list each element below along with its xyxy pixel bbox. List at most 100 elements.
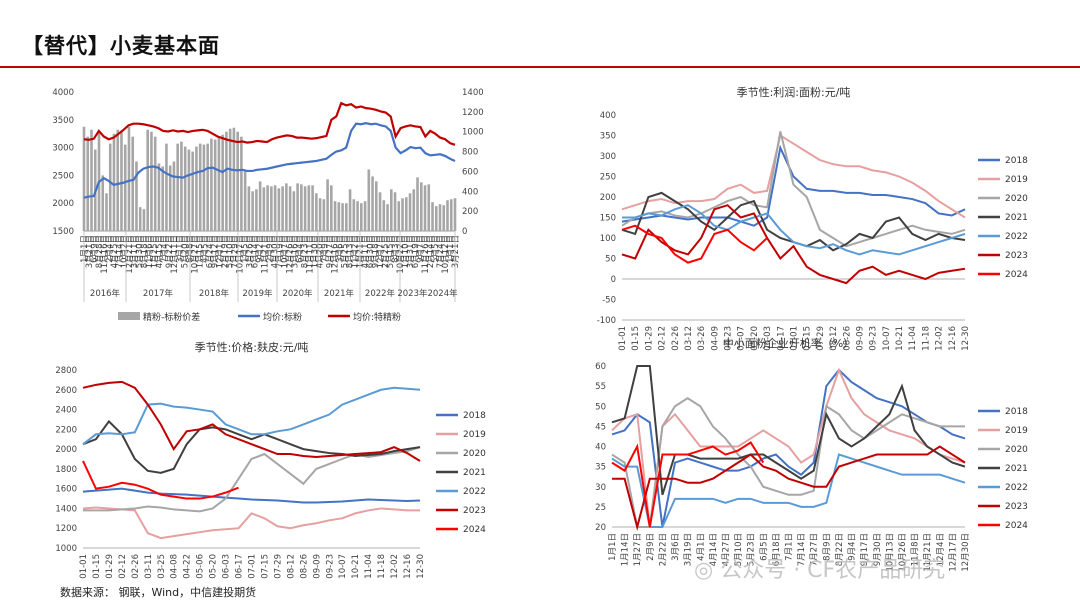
c3-legend-label: 2018: [463, 411, 486, 421]
c3-x-tick: 05-20: [209, 554, 219, 579]
c2-x-tick: 04-23: [724, 326, 734, 351]
c3-legend-label: 2022: [463, 487, 486, 497]
c2-x-tick: 12-16: [948, 326, 958, 351]
c3-x-tick: 07-01: [248, 554, 258, 579]
c2-series-2024: [621, 224, 768, 264]
c1-area-bar: [243, 171, 247, 231]
c1-area-bar: [255, 189, 258, 231]
c1-x-tick: 7月9日: [321, 235, 331, 263]
c2-x-tick: 06-03: [763, 326, 773, 351]
c1-x-tick: 3月21日: [85, 235, 95, 268]
c3-y-tick: 2400: [55, 406, 77, 416]
c1-x-tick: 6月9日: [90, 235, 100, 263]
c2-legend-label: 2021: [1005, 213, 1028, 223]
c4-x-tick: 2月9日: [646, 533, 656, 561]
c1-area-bar: [131, 136, 135, 231]
c1-area-bar: [236, 131, 239, 231]
c3-legend-label: 2020: [463, 449, 486, 459]
c4-x-tick: 11月8日: [911, 533, 921, 566]
c1-area-bar: [438, 204, 442, 231]
c1-y-right-tick: 800: [462, 148, 478, 158]
c3-x-tick: 10-07: [338, 554, 348, 579]
c1-area-bar: [378, 192, 382, 231]
c1-area-bar: [150, 131, 153, 231]
c3-x-tick: 06-03: [222, 554, 232, 579]
c3-x-tick: 09-23: [325, 554, 335, 579]
c2-x-tick: 03-26: [697, 326, 707, 351]
c1-area-bar: [363, 201, 367, 231]
c1-y-right-tick: 1200: [462, 108, 484, 118]
c1-x-tick: 8月28日: [95, 235, 105, 268]
c2-x-tick: 07-15: [803, 326, 813, 351]
c1-area-bar: [232, 127, 236, 231]
c1-x-tick: 10月7日: [281, 235, 291, 268]
c1-x-tick: 3月1日: [175, 235, 185, 263]
c1-area-bar: [322, 199, 326, 231]
c4-x-tick: 5月23日: [747, 533, 757, 566]
wechat-icon: ◎: [694, 558, 714, 583]
c1-area-bar: [367, 169, 371, 231]
c1-x-tick: 12月26日: [286, 235, 296, 274]
c2-series-2019: [621, 133, 966, 219]
c1-area-bar: [135, 161, 138, 231]
c1-x-tick: 7月4日: [160, 235, 170, 263]
c1-area-bar: [228, 128, 232, 231]
c2-x-tick: 02-26: [671, 326, 681, 351]
c2-x-tick: 12-02: [935, 326, 945, 351]
c1-area-bar: [285, 183, 288, 231]
c2-x-tick: 06-17: [776, 326, 786, 351]
c3-y-tick: 2200: [55, 425, 77, 435]
c4-x-tick: 3月19日: [684, 533, 694, 566]
c1-y-right-tick: 1000: [462, 128, 484, 138]
c2-x-tick: 11-18: [921, 326, 931, 351]
watermark-text: 公众号 · CF农产品研究: [720, 558, 946, 583]
c3-y-tick: 1400: [55, 504, 77, 514]
c1-area-bar: [292, 191, 296, 231]
c4-x-tick: 8月9日: [822, 533, 832, 561]
c1-year-label: 2022年: [365, 288, 396, 299]
c1-area-bar: [153, 136, 157, 231]
c1-area-bar: [423, 185, 427, 231]
c1-x-tick: 3月6日: [336, 235, 346, 263]
c3-series-2023: [82, 380, 421, 462]
c1-x-tick: 8月18日: [140, 235, 150, 268]
c4-x-tick: 9月4日: [848, 533, 858, 561]
c1-x-tick: 6月4日: [296, 235, 306, 263]
c1-area-bar: [307, 185, 311, 231]
c4-x-tick: 12月17日: [948, 533, 958, 572]
c1-area-bar: [202, 144, 206, 231]
c1-area-bar: [161, 166, 164, 231]
c1-area-bar: [393, 192, 397, 231]
c1-y-right-tick: 600: [462, 167, 478, 177]
c1-x-tick: 5月20日: [180, 235, 190, 268]
c3-x-tick: 07-29: [273, 554, 283, 579]
c3-x-tick: 05-06: [196, 554, 206, 579]
c2-x-tick: 10-07: [882, 326, 892, 351]
c4-x-tick: 8月22日: [835, 533, 845, 566]
c1-area-bar: [168, 165, 172, 231]
c1-x-tick: 9月7日: [416, 235, 426, 263]
c4-legend-label: 2023: [1005, 502, 1028, 512]
c2-x-tick: 07-01: [790, 326, 800, 351]
c1-area-bar: [213, 139, 217, 231]
c1-x-tick: 7月19日: [276, 235, 286, 268]
c4-x-tick: 6月18日: [772, 533, 782, 566]
c2-series-2020: [621, 131, 966, 248]
c3-y-tick: 1600: [55, 485, 77, 495]
c4-x-tick: 11月21日: [923, 533, 933, 572]
c1-x-tick: 3月26日: [245, 235, 255, 268]
c1-x-tick: 2月19日: [220, 235, 230, 268]
c1-area-bar: [449, 199, 453, 231]
c1-x-tick: 4月15日: [155, 235, 165, 268]
c1-area-bar: [431, 202, 434, 231]
c1-area-bar: [315, 193, 318, 231]
c1-x-tick: 4月20日: [316, 235, 326, 268]
c1-area-bar: [360, 203, 363, 231]
c3-x-tick: 10-21: [351, 554, 361, 579]
c2-y-tick: 200: [600, 193, 616, 203]
c2-x-tick: 09-09: [855, 326, 865, 351]
c1-area-bar: [198, 143, 202, 231]
c4-x-tick: 7月14日: [797, 533, 807, 566]
c1-area-bar: [217, 136, 221, 231]
